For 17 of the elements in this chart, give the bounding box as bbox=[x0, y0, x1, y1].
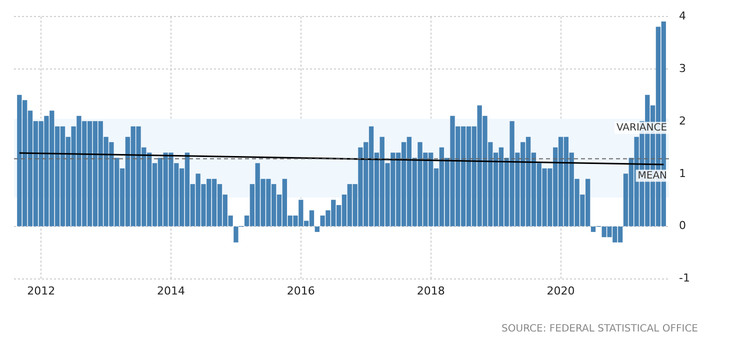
y-tick-label: 3 bbox=[679, 62, 686, 75]
x-tick-label: 2016 bbox=[286, 284, 315, 298]
bar bbox=[314, 226, 320, 232]
y-tick-label: 4 bbox=[679, 9, 686, 22]
y-tick-label: -1 bbox=[679, 272, 690, 285]
source-note: SOURCE: FEDERAL STATISTICAL OFFICE bbox=[502, 324, 698, 335]
y-tick-label: 1 bbox=[679, 166, 686, 180]
x-tick-label: 2020 bbox=[546, 284, 575, 298]
x-tick-label: 2018 bbox=[416, 284, 445, 298]
band-label: VARIANCE bbox=[616, 122, 668, 134]
y-tick-label: 2 bbox=[679, 114, 686, 128]
y-tick-label: 0 bbox=[679, 219, 686, 232]
x-tick-label: 2014 bbox=[156, 284, 185, 298]
bar bbox=[234, 226, 238, 242]
bar bbox=[590, 226, 596, 232]
x-tick-label: 2012 bbox=[27, 284, 56, 298]
ref-line-label: MEAN bbox=[638, 170, 668, 182]
